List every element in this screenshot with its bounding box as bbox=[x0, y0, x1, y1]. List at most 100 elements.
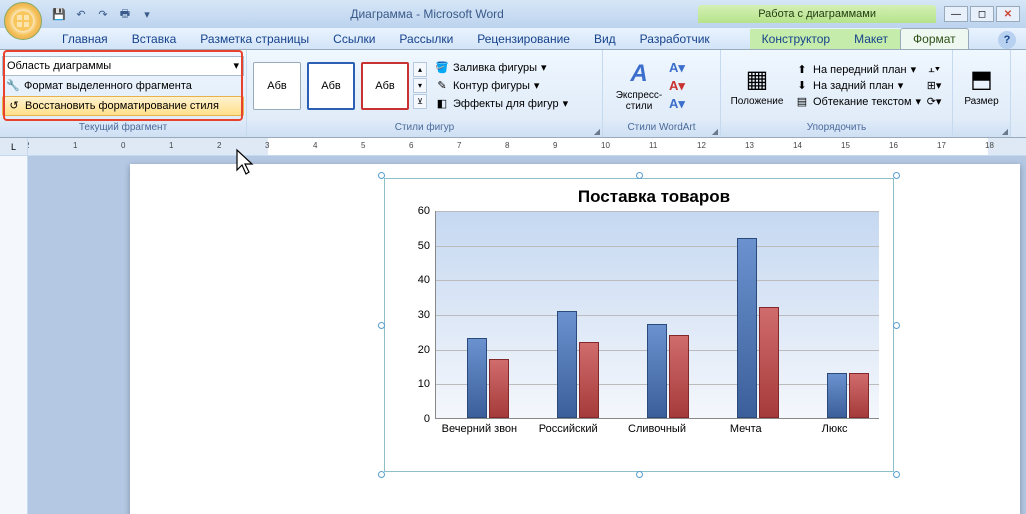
shape-effects-button[interactable]: ◧ Эффекты для фигур ▾ bbox=[433, 95, 570, 113]
style-preset-1[interactable]: Абв bbox=[253, 62, 301, 110]
title-bar: 💾 ↶ ↷ 🖶 ▾ Диаграмма - Microsoft Word Раб… bbox=[0, 0, 1026, 28]
wrap-icon: ▤ bbox=[795, 95, 809, 109]
y-tick-label: 0 bbox=[424, 413, 436, 425]
shape-style-gallery[interactable]: Абв Абв Абв bbox=[253, 62, 409, 110]
ribbon: Область диаграммы▾ 🔧 Формат выделенного … bbox=[0, 50, 1026, 138]
tab-view[interactable]: Вид bbox=[582, 29, 628, 49]
bar[interactable] bbox=[827, 373, 847, 418]
group-arrange: ▦ Положение ⬆На передний план ▾ ⬇На задн… bbox=[721, 50, 953, 137]
send-back-button[interactable]: ⬇На задний план ▾ bbox=[793, 78, 923, 94]
group-wordart-styles: A Экспресс-стили A▾ A▾ A▾ Стили WordArt … bbox=[603, 50, 721, 137]
dialog-launcher-icon[interactable]: ◢ bbox=[1002, 127, 1008, 136]
dialog-launcher-icon[interactable]: ◢ bbox=[712, 127, 718, 136]
size-icon: ⬒ bbox=[970, 65, 993, 94]
tab-home[interactable]: Главная bbox=[50, 29, 120, 49]
window-title: Диаграмма - Microsoft Word bbox=[156, 7, 698, 21]
bring-front-button[interactable]: ⬆На передний план ▾ bbox=[793, 62, 923, 78]
gallery-more-icon[interactable]: ⊻ bbox=[413, 94, 427, 109]
position-button[interactable]: ▦ Положение bbox=[727, 53, 787, 119]
tab-chart-layout[interactable]: Макет bbox=[842, 29, 900, 49]
gallery-down-icon[interactable]: ▾ bbox=[413, 78, 427, 93]
group-shape-styles: Абв Абв Абв ▴ ▾ ⊻ 🪣 Заливка фигуры ▾ ✎ bbox=[247, 50, 603, 137]
ribbon-tabs: Главная Вставка Разметка страницы Ссылки… bbox=[0, 28, 1026, 50]
bar[interactable] bbox=[557, 311, 577, 418]
quick-styles-button[interactable]: A Экспресс-стили bbox=[609, 53, 669, 119]
ruler-corner[interactable]: L bbox=[0, 138, 28, 155]
group-current-selection: Область диаграммы▾ 🔧 Формат выделенного … bbox=[0, 50, 247, 137]
style-preset-2[interactable]: Абв bbox=[307, 62, 355, 110]
bar[interactable] bbox=[759, 307, 779, 418]
text-outline-icon[interactable]: A▾ bbox=[669, 78, 685, 94]
size-button[interactable]: ⬒ Размер bbox=[959, 53, 1004, 119]
bar[interactable] bbox=[849, 373, 869, 418]
maximize-button[interactable]: ◻ bbox=[970, 6, 994, 22]
tab-references[interactable]: Ссылки bbox=[321, 29, 387, 49]
undo-icon[interactable]: ↶ bbox=[72, 5, 90, 23]
help-icon[interactable]: ? bbox=[998, 31, 1016, 49]
chart-object[interactable]: Поставка товаров 0102030405060 Вечерний … bbox=[384, 178, 894, 472]
page: Поставка товаров 0102030405060 Вечерний … bbox=[130, 164, 1020, 514]
x-tick-label: Сливочный bbox=[613, 419, 702, 435]
shape-fill-button[interactable]: 🪣 Заливка фигуры ▾ bbox=[433, 59, 570, 77]
bar[interactable] bbox=[467, 338, 487, 418]
format-selection-button[interactable]: 🔧 Формат выделенного фрагмента bbox=[2, 76, 244, 96]
back-icon: ⬇ bbox=[795, 79, 809, 93]
text-effects-icon[interactable]: A▾ bbox=[669, 96, 685, 112]
bar[interactable] bbox=[579, 342, 599, 418]
wordart-icon: A bbox=[630, 60, 647, 88]
redo-icon[interactable]: ↷ bbox=[94, 5, 112, 23]
group-size: ⬒ Размер ◢ bbox=[953, 50, 1011, 137]
format-selection-icon: 🔧 bbox=[6, 79, 20, 93]
document-viewport[interactable]: Поставка товаров 0102030405060 Вечерний … bbox=[28, 156, 1026, 514]
bar[interactable] bbox=[669, 335, 689, 418]
x-tick-label: Российский bbox=[524, 419, 613, 435]
close-button[interactable]: ✕ bbox=[996, 6, 1020, 22]
chart-x-axis: Вечерний звонРоссийскийСливочныйМечтаЛюк… bbox=[435, 419, 879, 435]
chart-plot-area: 0102030405060 bbox=[435, 211, 879, 419]
context-tab-title: Работа с диаграммами bbox=[698, 5, 936, 23]
vertical-ruler bbox=[0, 156, 28, 514]
tab-review[interactable]: Рецензирование bbox=[465, 29, 582, 49]
align-icon[interactable]: ⫠▾ bbox=[927, 63, 941, 77]
chart-title: Поставка товаров bbox=[429, 187, 879, 207]
outline-icon: ✎ bbox=[435, 79, 449, 93]
group-label: Текущий фрагмент bbox=[0, 121, 246, 137]
tab-page-layout[interactable]: Разметка страницы bbox=[188, 29, 321, 49]
qat-dropdown-icon[interactable]: ▾ bbox=[138, 5, 156, 23]
bar[interactable] bbox=[489, 359, 509, 418]
tab-developer[interactable]: Разработчик bbox=[628, 29, 722, 49]
text-fill-icon[interactable]: A▾ bbox=[669, 60, 685, 76]
effects-icon: ◧ bbox=[435, 97, 449, 111]
y-tick-label: 60 bbox=[418, 205, 436, 217]
fill-icon: 🪣 bbox=[435, 61, 449, 75]
bar[interactable] bbox=[647, 324, 667, 418]
rotate-icon[interactable]: ⟳▾ bbox=[927, 95, 941, 109]
group-label: Стили WordArt bbox=[603, 121, 720, 137]
reset-style-button[interactable]: ↺ Восстановить форматирование стиля bbox=[2, 96, 244, 116]
dialog-launcher-icon[interactable]: ◢ bbox=[594, 127, 600, 136]
quick-access-toolbar: 💾 ↶ ↷ 🖶 ▾ bbox=[50, 5, 156, 23]
y-tick-label: 10 bbox=[418, 378, 436, 390]
horizontal-ruler: L 2101234567891011121314151617181920 bbox=[0, 138, 1026, 156]
bar[interactable] bbox=[737, 238, 757, 418]
gallery-up-icon[interactable]: ▴ bbox=[413, 62, 427, 77]
save-icon[interactable]: 💾 bbox=[50, 5, 68, 23]
y-tick-label: 20 bbox=[418, 344, 436, 356]
tab-mailings[interactable]: Рассылки bbox=[387, 29, 465, 49]
shape-outline-button[interactable]: ✎ Контур фигуры ▾ bbox=[433, 77, 570, 95]
y-tick-label: 50 bbox=[418, 240, 436, 252]
group-label: Упорядочить bbox=[721, 121, 952, 137]
style-preset-3[interactable]: Абв bbox=[361, 62, 409, 110]
reset-style-icon: ↺ bbox=[7, 99, 21, 113]
tab-insert[interactable]: Вставка bbox=[120, 29, 189, 49]
x-tick-label: Мечта bbox=[701, 419, 790, 435]
tab-chart-format[interactable]: Формат bbox=[900, 28, 969, 49]
minimize-button[interactable]: — bbox=[944, 6, 968, 22]
front-icon: ⬆ bbox=[795, 63, 809, 77]
group-icon[interactable]: ⊞▾ bbox=[927, 79, 941, 93]
text-wrap-button[interactable]: ▤Обтекание текстом ▾ bbox=[793, 94, 923, 110]
print-icon[interactable]: 🖶 bbox=[116, 5, 134, 23]
tab-chart-design[interactable]: Конструктор bbox=[750, 29, 842, 49]
chart-element-combo[interactable]: Область диаграммы▾ bbox=[2, 56, 244, 76]
office-button[interactable] bbox=[4, 2, 42, 40]
